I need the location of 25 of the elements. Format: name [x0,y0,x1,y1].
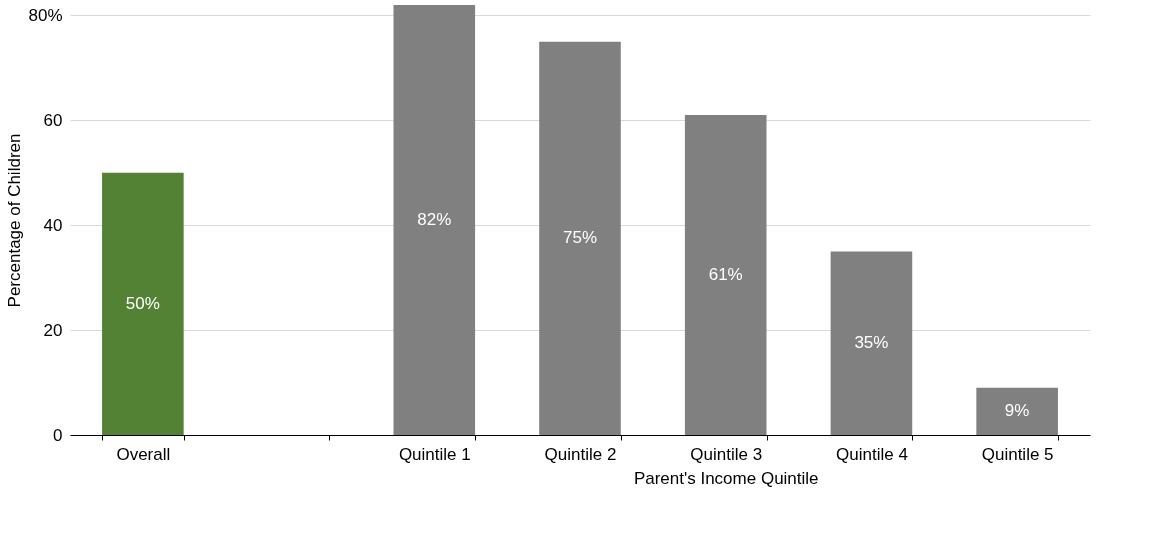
data-label: 35% [854,333,889,353]
y-tick-label: 20 [43,320,63,340]
y-tick-label: 40 [43,215,63,235]
y-tick-label: 60 [43,110,63,130]
x-tick-label: Quintile 2 [544,444,617,464]
x-tick-label: Quintile 4 [836,444,908,464]
x-tick-label: Overall [116,444,171,464]
data-label: 82% [417,210,452,229]
bar [539,41,621,435]
data-label: 50% [125,293,160,313]
x-tick-label: Quintile 3 [690,444,763,464]
y-axis-title: Percentage of Children [5,133,25,308]
x-tick-label: Quintile 1 [398,444,471,464]
y-tick-label: 80% [28,5,63,25]
x-axis-title: Parent's Income Quintile [633,468,819,488]
data-label: 9% [1004,401,1030,421]
bar [393,5,476,435]
data-label: 61% [708,265,743,285]
y-tick-label: 0 [53,425,63,445]
bar [684,115,767,435]
bar [830,251,913,435]
bar [976,387,1058,435]
x-tick-label: Quintile 5 [981,444,1054,464]
data-label: 75% [562,228,598,248]
bar [102,172,184,435]
